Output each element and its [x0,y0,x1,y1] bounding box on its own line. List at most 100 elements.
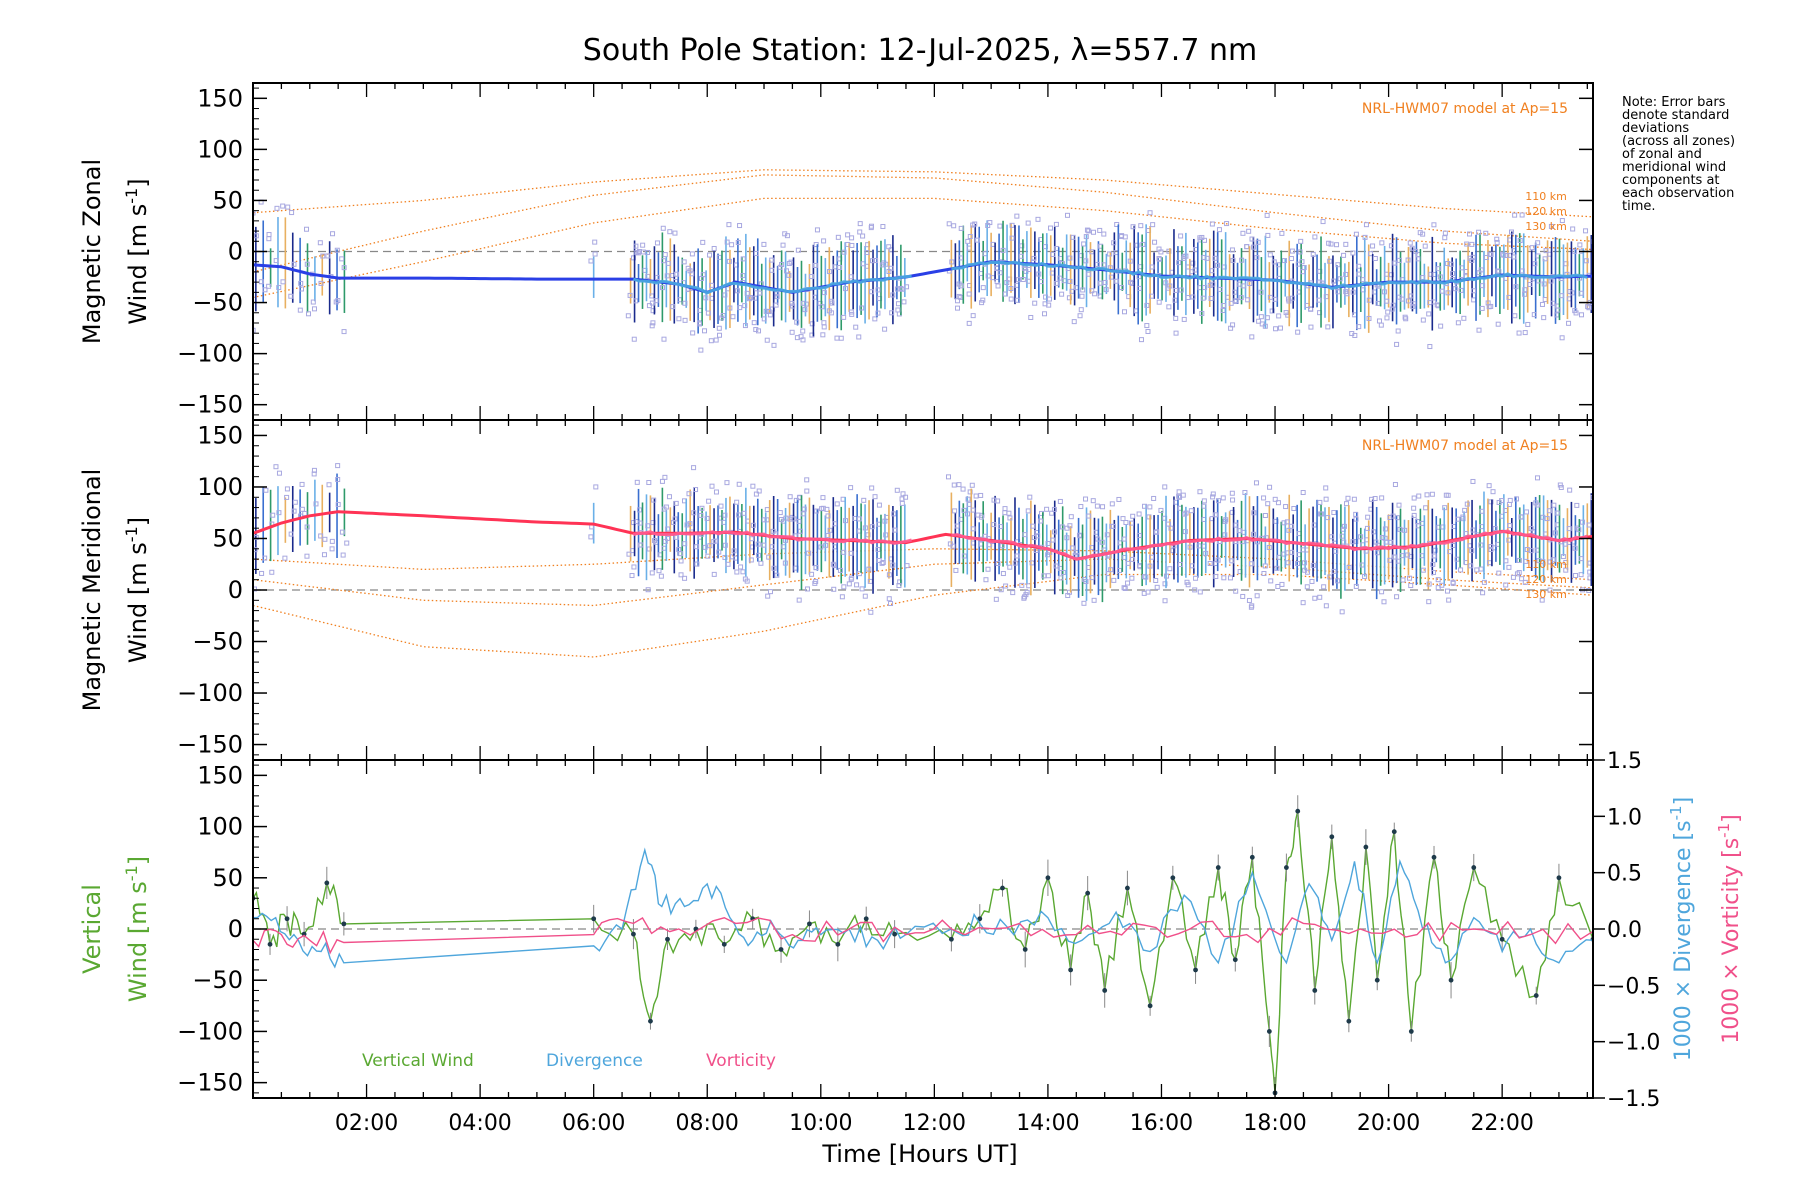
zone-point [1015,297,1021,303]
zone-point [1289,295,1295,301]
zone-point [670,304,676,310]
zone-point [774,291,780,297]
zone-point [1057,275,1063,281]
zone-point [1379,495,1385,501]
panel-vertical: 1.5 1.0 0.5 0.0 −0.5 −1.0 −1.5 1000 × Divergenc… [78,749,1744,1112]
zone-point [842,286,848,292]
zone-point [1265,232,1271,238]
zone-point [1442,505,1448,511]
zone-point [771,342,777,348]
zone-point [335,298,341,304]
zone-point [705,310,711,316]
zone-point [1189,563,1195,569]
zone-point [1353,511,1359,517]
zone-point [1253,480,1259,486]
vertical-wind-point [1283,865,1289,870]
zone-point [725,561,731,567]
zone-point [1467,231,1473,237]
zone-point [650,320,656,326]
zone-point [1563,567,1569,573]
zone-point [698,347,704,353]
plot-area [253,795,1593,1098]
zone-point [1089,288,1095,294]
zone-point [766,554,772,560]
zone-point [755,541,761,547]
zone-point [289,210,295,216]
zone-point [763,308,769,314]
zone-point [1182,529,1188,535]
zone-point [1495,321,1501,327]
zone-point [1188,508,1194,514]
zone-point [1470,478,1476,484]
zone-point [823,542,829,548]
zone-point [1436,266,1442,272]
zone-point [310,299,316,305]
zone-point [1136,285,1142,291]
zone-point [1232,289,1238,295]
series-vorticity [253,917,1593,955]
zone-point [711,245,717,251]
zone-point [978,514,984,520]
zone-point [841,549,847,555]
zone-point [718,515,724,521]
zone-point [1083,258,1089,264]
zone-point [972,221,978,227]
zone-point [1420,317,1426,323]
zone-point [954,305,960,311]
zone-point [713,337,719,343]
zone-point [1558,484,1564,490]
zone-point [1527,281,1533,287]
zone-point [1446,597,1452,603]
zone-point [707,543,713,549]
zone-point [825,532,831,538]
zone-point [1064,535,1070,541]
zone-point [661,336,667,342]
note-line: Note: Error bars [1622,95,1726,110]
zone-point [857,221,863,227]
zone-point [1511,254,1517,260]
zone-point [1450,580,1456,586]
zone-point [1464,241,1470,247]
zone-point [1569,290,1575,296]
zone-point [1274,565,1280,571]
zone-point [298,280,304,286]
zone-point [1297,249,1303,255]
zone-point [1329,534,1335,540]
zone-point [1121,585,1127,591]
zone-point [1150,222,1156,228]
zone-point [803,301,809,307]
zone-point [755,552,761,558]
zone-point [820,495,826,501]
zone-point [341,265,347,271]
zone-point [258,279,264,285]
zone-point [1384,315,1390,321]
zone-point [1300,490,1306,496]
zone-point [1255,239,1261,245]
zone-point [818,544,824,550]
zone-point [894,487,900,493]
zone-point [1152,239,1158,245]
zone-point [1251,510,1257,516]
zone-point [1025,220,1031,226]
zone-point [742,303,748,309]
zone-point [1513,284,1519,290]
zone-point [1078,307,1084,313]
vertical-wind-point [892,931,898,937]
zone-point [1151,495,1157,501]
zone-point [1068,514,1074,520]
zone-point [783,268,789,274]
zone-point [1167,283,1173,289]
zone-point [1522,330,1528,336]
zone-point [689,251,695,257]
zone-point [1071,319,1077,325]
zone-point [980,297,986,303]
zone-point [1394,341,1400,347]
zone-point [1113,278,1119,284]
zone-point [838,335,844,341]
zone-point [969,482,975,488]
zone-point [1541,315,1547,321]
zone-point [1353,538,1359,544]
y-tick-label: 100 [197,135,243,163]
zone-point [856,334,862,340]
zone-point [1415,256,1421,262]
